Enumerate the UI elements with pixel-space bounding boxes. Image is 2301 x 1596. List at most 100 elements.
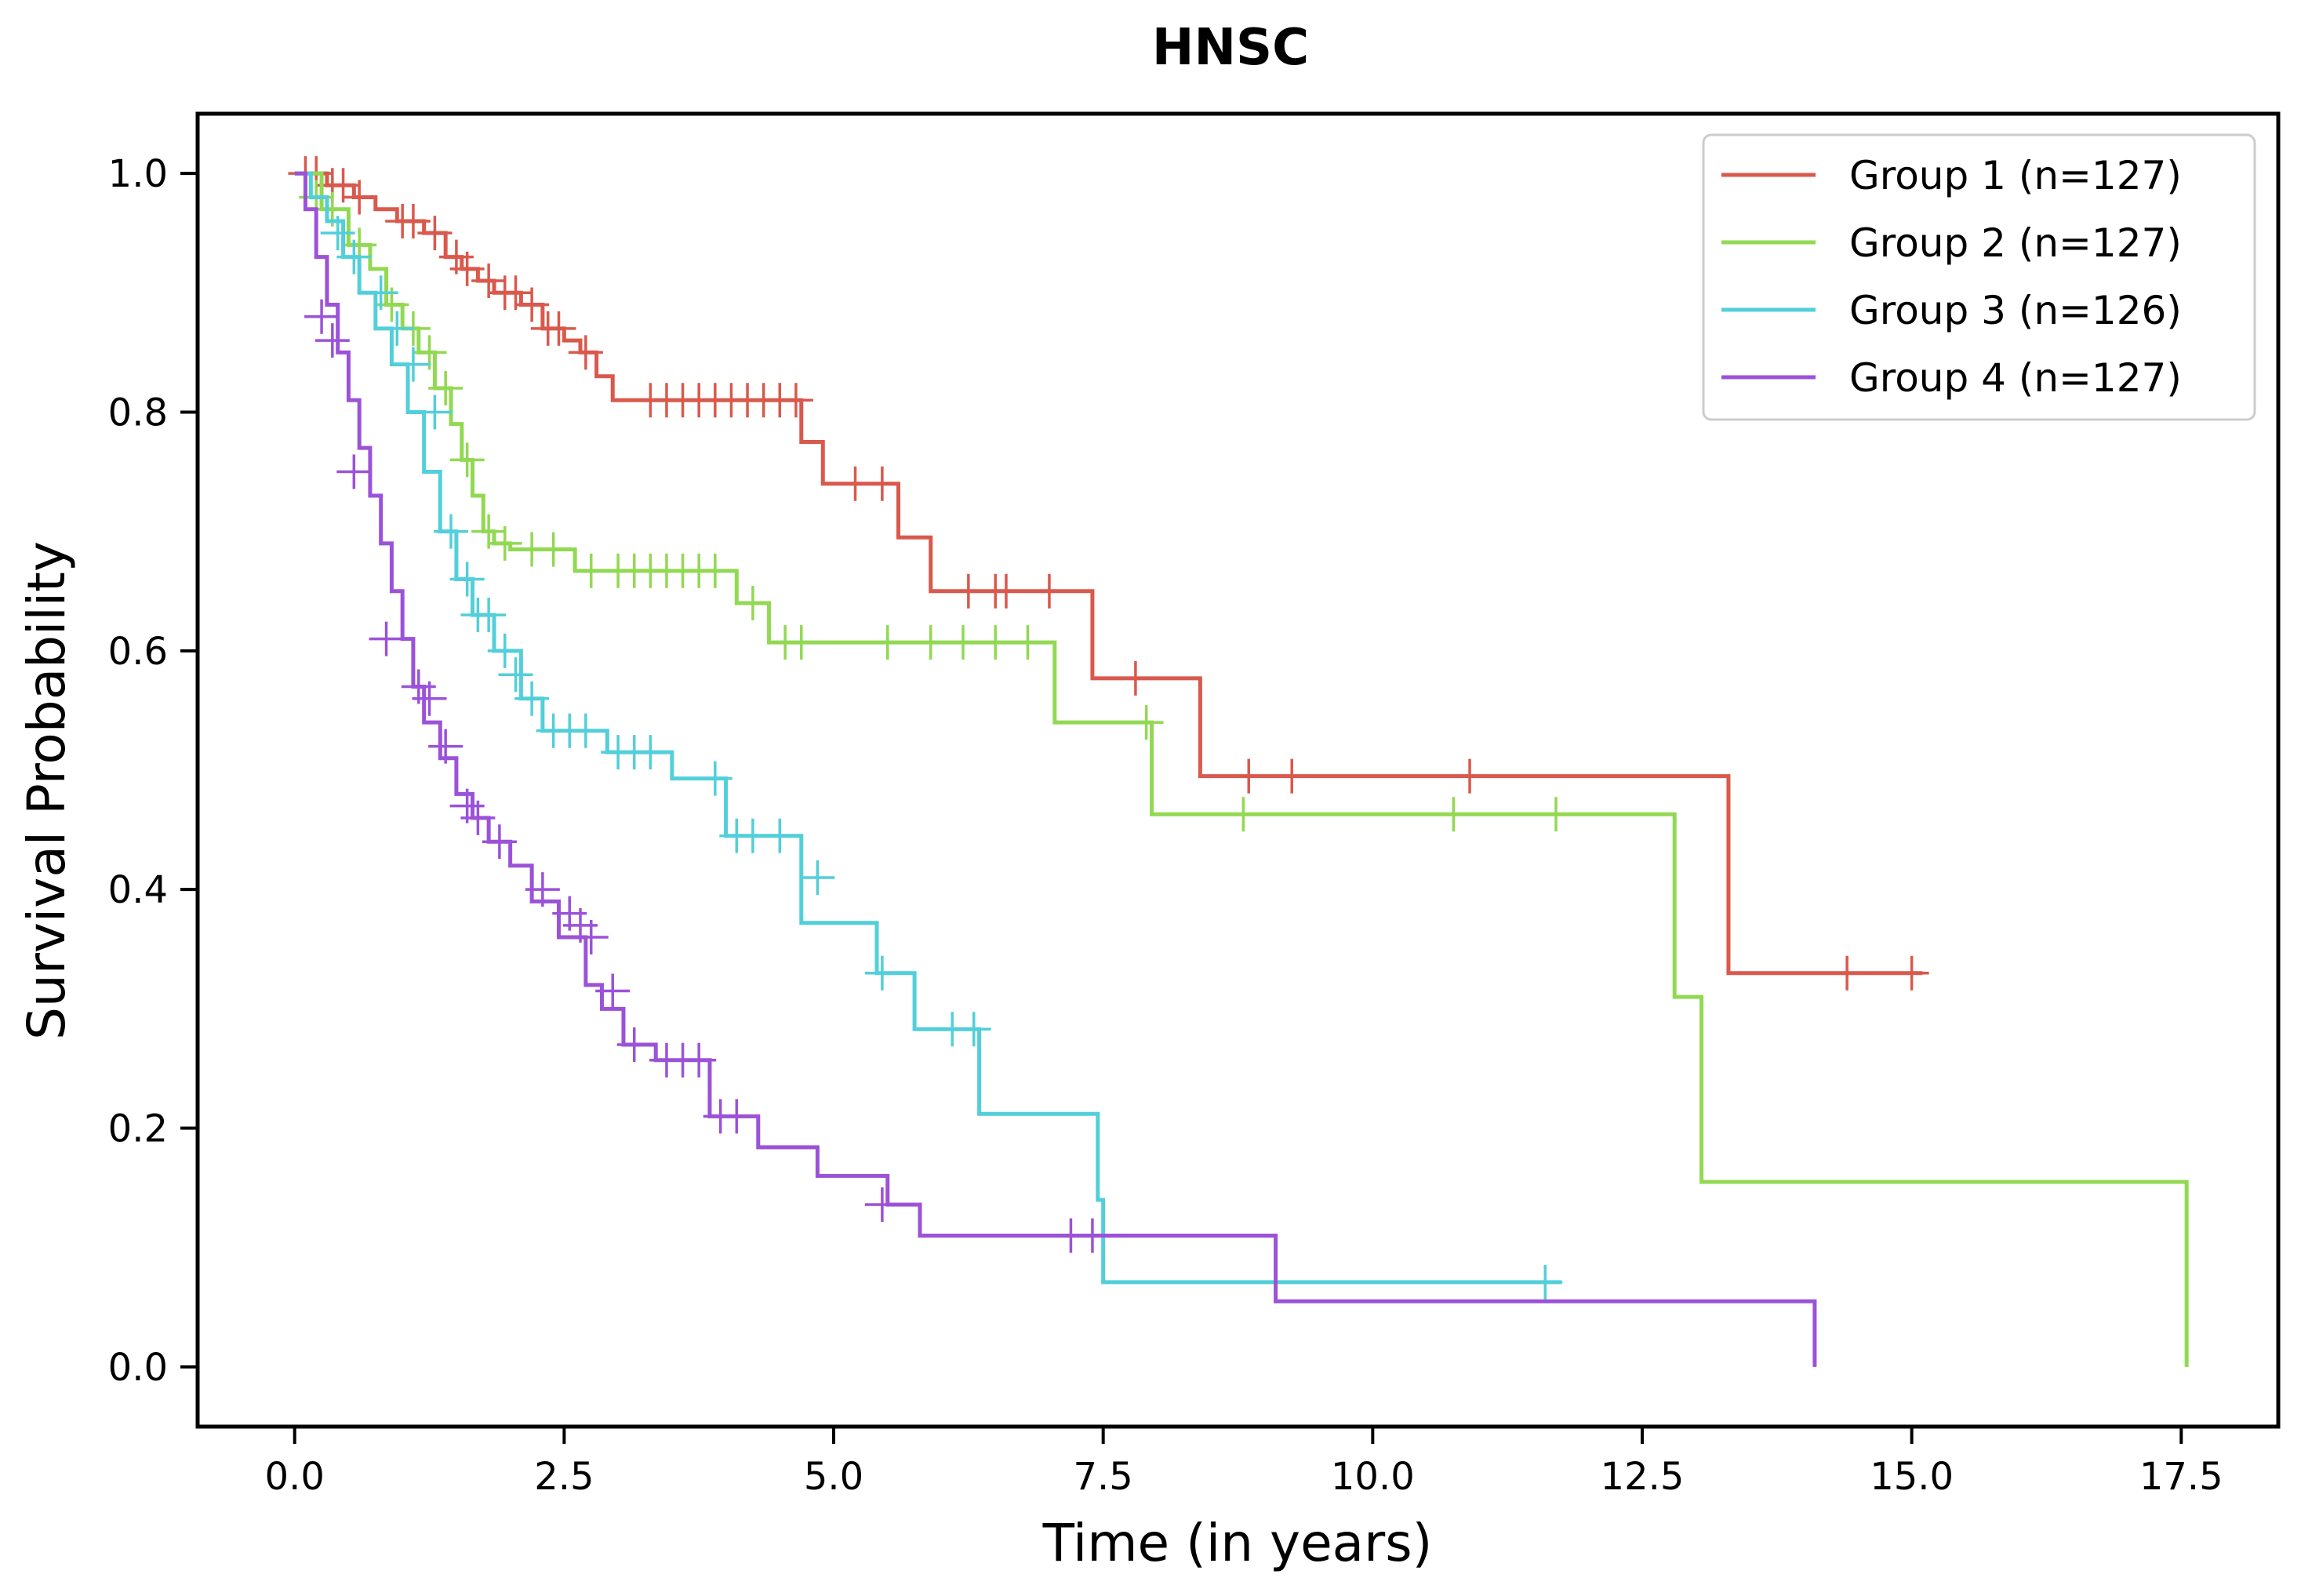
y-tick-label: 0.2 <box>108 1107 168 1151</box>
censor-mark-group-1 <box>1118 660 1153 696</box>
censor-mark-group-2 <box>1010 625 1045 660</box>
series-layer <box>288 156 2189 1367</box>
censor-mark-group-1 <box>342 180 377 215</box>
y-tick-label: 0.4 <box>108 868 168 912</box>
x-tick-label: 7.5 <box>1074 1455 1133 1499</box>
censor-mark-group-2 <box>487 525 522 561</box>
censor-mark-group-1 <box>1274 758 1310 794</box>
censor-mark-group-3 <box>762 818 798 853</box>
legend: Group 1 (n=127) Group 2 (n=127) Group 3 (n… <box>1702 133 2256 421</box>
chart-title: HNSC <box>1152 19 1309 77</box>
censor-mark-group-4 <box>525 872 560 907</box>
legend-label-group-3: Group 3 (n=126) <box>1849 288 2182 333</box>
y-axis: 0.0 0.2 0.4 0.6 0.8 1.0 <box>108 152 198 1390</box>
censor-mark-group-3 <box>956 1012 991 1047</box>
censor-mark-group-4 <box>864 1187 900 1222</box>
censor-mark-group-1 <box>778 383 813 418</box>
censor-mark-group-3 <box>471 598 507 633</box>
censor-mark-group-2 <box>1436 797 1471 832</box>
censor-mark-group-3 <box>449 562 485 597</box>
censor-mark-group-2 <box>870 625 905 660</box>
censor-mark-group-4 <box>314 323 350 358</box>
censor-mark-group-4 <box>304 299 340 334</box>
censor-mark-group-3 <box>697 761 732 796</box>
censor-mark-group-2 <box>697 553 732 588</box>
censor-mark-group-4 <box>412 681 447 716</box>
x-tick-label: 12.5 <box>1601 1455 1685 1499</box>
censor-mark-group-1 <box>514 287 550 322</box>
censor-mark-group-3 <box>363 275 398 311</box>
censor-mark-group-3 <box>864 955 900 991</box>
censor-mark-group-1 <box>988 573 1023 609</box>
censor-mark-group-2 <box>536 532 571 567</box>
censor-mark-group-3 <box>380 311 415 346</box>
censor-mark-group-4 <box>682 1042 717 1078</box>
censor-mark-group-3 <box>1528 1264 1563 1300</box>
legend-label-group-2: Group 2 (n=127) <box>1849 220 2182 266</box>
plot-frame <box>195 111 2281 1429</box>
censor-mark-group-3 <box>434 514 469 549</box>
censor-mark-group-2 <box>735 585 770 620</box>
censor-mark-group-4 <box>460 800 496 835</box>
censor-mark-group-3 <box>800 860 835 895</box>
censor-mark-group-1 <box>449 251 485 286</box>
y-tick-label: 0.0 <box>108 1346 168 1390</box>
censor-mark-group-2 <box>428 371 463 406</box>
censor-mark-group-3 <box>633 735 668 770</box>
censor-mark-group-3 <box>487 633 522 668</box>
x-tick-label: 2.5 <box>534 1455 594 1499</box>
survival-curve-group-3 <box>294 171 1561 1285</box>
y-tick-label: 0.8 <box>108 391 168 434</box>
censor-mark-group-2 <box>1539 797 1574 832</box>
x-tick-label: 10.0 <box>1331 1455 1415 1499</box>
censor-mark-group-4 <box>616 1027 652 1063</box>
censor-mark-group-1 <box>1231 758 1267 794</box>
censor-mark-group-3 <box>395 347 431 382</box>
legend-label-group-1: Group 1 (n=127) <box>1849 153 2182 198</box>
censor-mark-group-1 <box>1031 573 1067 609</box>
censor-mark-group-2 <box>783 625 819 660</box>
survival-curve-group-1 <box>294 171 1923 976</box>
censor-mark-group-4 <box>369 621 404 656</box>
censor-mark-group-4 <box>482 824 517 860</box>
censor-mark-group-1 <box>1830 955 1865 991</box>
censor-mark-group-4 <box>336 454 372 489</box>
censor-mark-group-3 <box>417 394 453 430</box>
y-tick-label: 0.6 <box>108 630 168 674</box>
censor-mark-group-2 <box>978 625 1013 660</box>
legend-box <box>1702 133 2256 421</box>
censor-mark-group-1 <box>395 203 431 238</box>
censor-mark-group-3 <box>498 657 533 693</box>
censor-mark-group-3 <box>336 239 372 274</box>
censor-mark-group-2 <box>1226 797 1261 832</box>
x-tick-label: 0.0 <box>265 1455 325 1499</box>
survival-curve-group-4 <box>294 171 1817 1367</box>
legend-label-group-4: Group 4 (n=127) <box>1849 355 2182 401</box>
censor-mark-group-1 <box>568 335 603 370</box>
censor-mark-group-4 <box>573 920 609 955</box>
censor-mark-group-4 <box>428 729 463 764</box>
x-axis: 0.0 2.5 5.0 7.5 10.0 12.5 15.0 17.5 <box>265 1427 2223 1499</box>
censor-mark-group-2 <box>945 625 980 660</box>
x-tick-label: 5.0 <box>804 1455 863 1499</box>
censor-mark-group-2 <box>913 625 948 660</box>
y-tick-label: 1.0 <box>108 152 168 196</box>
x-axis-label: Time (in years) <box>1042 1513 1433 1573</box>
censor-mark-group-2 <box>449 442 485 478</box>
censor-mark-group-1 <box>864 466 900 501</box>
censor-mark-group-2 <box>1129 705 1164 740</box>
censor-mark-group-3 <box>320 216 355 251</box>
censor-mark-group-1 <box>541 311 576 346</box>
y-axis-label: Survival Probability <box>16 541 77 1040</box>
x-tick-label: 17.5 <box>2139 1455 2223 1499</box>
censor-mark-group-4 <box>595 973 631 1009</box>
legend-entries: Group 1 (n=127) Group 2 (n=127) Group 3 (n… <box>1721 153 2182 401</box>
censor-mark-group-3 <box>568 713 603 748</box>
censor-mark-group-3 <box>514 681 550 716</box>
censor-mark-group-1 <box>1452 758 1488 794</box>
x-tick-label: 15.0 <box>1870 1455 1954 1499</box>
censor-mark-group-4 <box>1074 1218 1110 1253</box>
censor-mark-group-1 <box>417 216 453 251</box>
censor-mark-group-1 <box>1894 955 1929 991</box>
